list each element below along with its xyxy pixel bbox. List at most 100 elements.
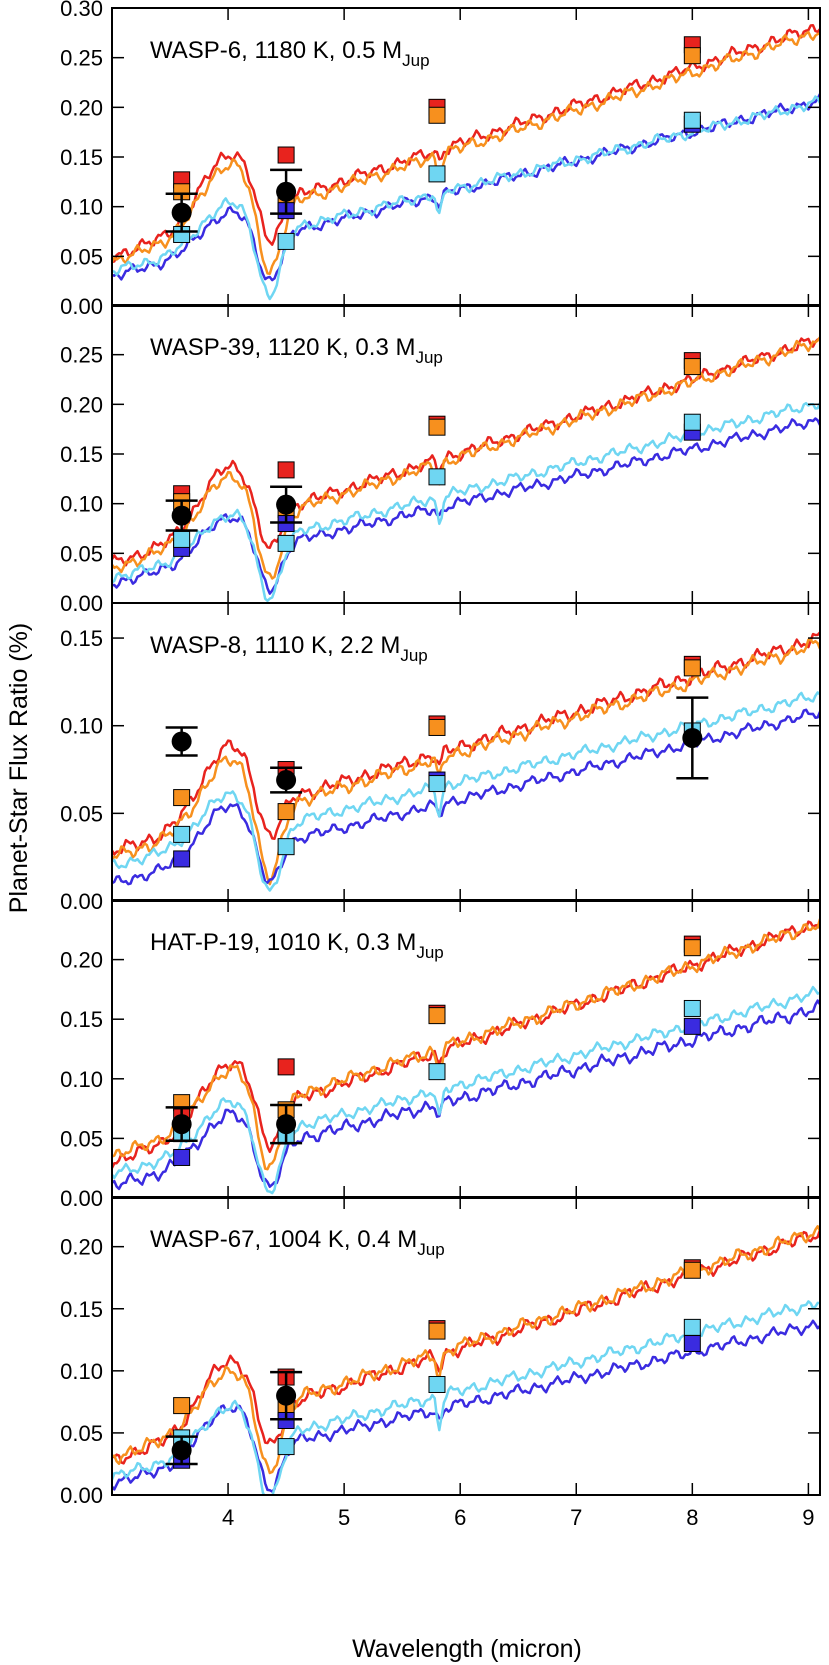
- panel-frame: [111, 1196, 821, 1496]
- series-line-model-blue: [112, 708, 820, 886]
- model-point-square: [173, 825, 191, 843]
- panel-title-main: HAT-P-19, 1010 K, 0.3 M: [150, 929, 416, 956]
- observed-point: [276, 1385, 297, 1406]
- panel-2: 0.00 0.05 0.10 0.15 0.20 0.25 WASP-39, 1120 K,…: [60, 304, 821, 616]
- y-tick-label: 0.20: [60, 1235, 103, 1260]
- x-axis-label: Wavelength (micron): [352, 1635, 582, 1663]
- y-tick-label: 0.20: [60, 95, 103, 120]
- series-line-model-orange: [112, 1225, 820, 1475]
- y-tick-label: 0.05: [60, 541, 103, 566]
- panel-title: WASP-8, 1110 K, 2.2 MJup: [150, 632, 428, 665]
- y-tick-label: 0.05: [60, 801, 103, 826]
- series-line-model-blue: [112, 417, 820, 595]
- model-point-square: [683, 1335, 701, 1353]
- model-point-square: [428, 106, 446, 124]
- series-line-model-orange: [112, 918, 820, 1171]
- y-tick-label: 0.00: [60, 1483, 103, 1508]
- model-point-square: [683, 1318, 701, 1336]
- panel-title-main: WASP-6, 1180 K, 0.5 M: [150, 37, 402, 64]
- observed-point: [171, 505, 192, 526]
- series-line-model-orange: [112, 638, 820, 886]
- panel-title: HAT-P-19, 1010 K, 0.3 MJup: [150, 929, 444, 962]
- panel-title-subscript: Jup: [415, 348, 442, 367]
- model-point-square: [277, 232, 295, 250]
- y-tick-label: 0.20: [60, 948, 103, 973]
- series-line-model-blue: [112, 999, 820, 1191]
- x-tick-label: 6: [454, 1505, 466, 1530]
- y-tick-label: 0.10: [60, 714, 103, 739]
- y-tick-label: 0.00: [60, 1186, 103, 1211]
- plot-area: [112, 631, 820, 892]
- y-tick-label: 0.10: [60, 492, 103, 517]
- y-tick-label: 0.05: [60, 1421, 103, 1446]
- x-tick-label: 5: [338, 1505, 350, 1530]
- observed-point: [171, 1114, 192, 1135]
- panel-title-subscript: Jup: [402, 51, 429, 70]
- series-line-model-orange: [112, 336, 820, 580]
- observed-point: [276, 181, 297, 202]
- y-tick-label: 0.20: [60, 392, 103, 417]
- y-tick-label: 0.05: [60, 244, 103, 269]
- model-point-square: [428, 1007, 446, 1025]
- model-point-square: [277, 1058, 295, 1076]
- y-tick-label: 0.15: [60, 442, 103, 467]
- model-point-square: [683, 413, 701, 431]
- series-line-model-red: [112, 1229, 820, 1465]
- model-point-square: [428, 165, 446, 183]
- series-line-model-red: [112, 631, 820, 856]
- model-point-square: [173, 789, 191, 807]
- model-point-square: [173, 850, 191, 868]
- model-point-square: [173, 530, 191, 548]
- series-line-model-cyan: [112, 985, 820, 1195]
- model-point-square: [428, 1375, 446, 1393]
- y-tick-label: 0.10: [60, 1067, 103, 1092]
- model-point-square: [683, 1017, 701, 1035]
- model-point-square: [277, 146, 295, 164]
- panel-title: WASP-6, 1180 K, 0.5 MJup: [150, 37, 430, 70]
- panel-title-subscript: Jup: [416, 943, 443, 962]
- model-point-square: [428, 418, 446, 436]
- panels: 0.00 0.05 0.10 0.15 0.20 0.25 0.30 WASP-6, 1180…: [60, 0, 821, 1530]
- series-line-model-cyan: [112, 95, 820, 301]
- panel-1: 0.00 0.05 0.10 0.15 0.20 0.25 0.30 WASP-6, 1180…: [60, 0, 821, 319]
- y-tick-label: 0.10: [60, 1359, 103, 1384]
- model-point-square: [428, 468, 446, 486]
- model-point-square: [683, 111, 701, 129]
- plot-area: [112, 1225, 820, 1495]
- model-point-square: [428, 1322, 446, 1340]
- series-line-model-cyan: [112, 1300, 820, 1495]
- panel-4: 0.00 0.05 0.10 0.15 0.20 HAT-P-19, 1010 K, 0.…: [60, 899, 821, 1211]
- observed-point: [276, 494, 297, 515]
- y-tick-label: 0.15: [60, 145, 103, 170]
- y-axis-label: Planet-Star Flux Ratio (%): [5, 623, 33, 913]
- panel-title-subscript: Jup: [400, 646, 427, 665]
- panel-3: 0.00 0.05 0.10 0.15 WASP-8, 1110 K, 2.2 MJup: [60, 602, 821, 914]
- series-line-model-red: [112, 920, 820, 1169]
- x-tick-label: 7: [570, 1505, 582, 1530]
- observed-point: [171, 731, 192, 752]
- model-point-square: [683, 939, 701, 957]
- model-point-square: [277, 838, 295, 856]
- model-point-square: [277, 534, 295, 552]
- y-tick-label: 0.10: [60, 195, 103, 220]
- observed-point: [171, 1440, 192, 1461]
- observed-point: [171, 202, 192, 223]
- series-line-model-orange: [112, 30, 820, 276]
- panel-title-main: WASP-39, 1120 K, 0.3 M: [150, 334, 415, 361]
- model-point-square: [173, 1148, 191, 1166]
- model-point-square: [277, 803, 295, 821]
- panel-title-main: WASP-8, 1110 K, 2.2 M: [150, 632, 400, 659]
- y-tick-label: 0.15: [60, 626, 103, 651]
- model-point-square: [428, 775, 446, 793]
- series-line-model-cyan: [112, 691, 820, 892]
- y-tick-label: 0.15: [60, 1007, 103, 1032]
- plot-area: [112, 918, 820, 1195]
- y-tick-label: 0.25: [60, 343, 103, 368]
- y-tick-label: 0.00: [60, 294, 103, 319]
- y-tick-label: 0.00: [60, 591, 103, 616]
- y-tick-label: 0.00: [60, 889, 103, 914]
- panel-title: WASP-39, 1120 K, 0.3 MJup: [150, 334, 443, 367]
- y-tick-label: 0.30: [60, 0, 103, 21]
- plot-area: [112, 24, 820, 301]
